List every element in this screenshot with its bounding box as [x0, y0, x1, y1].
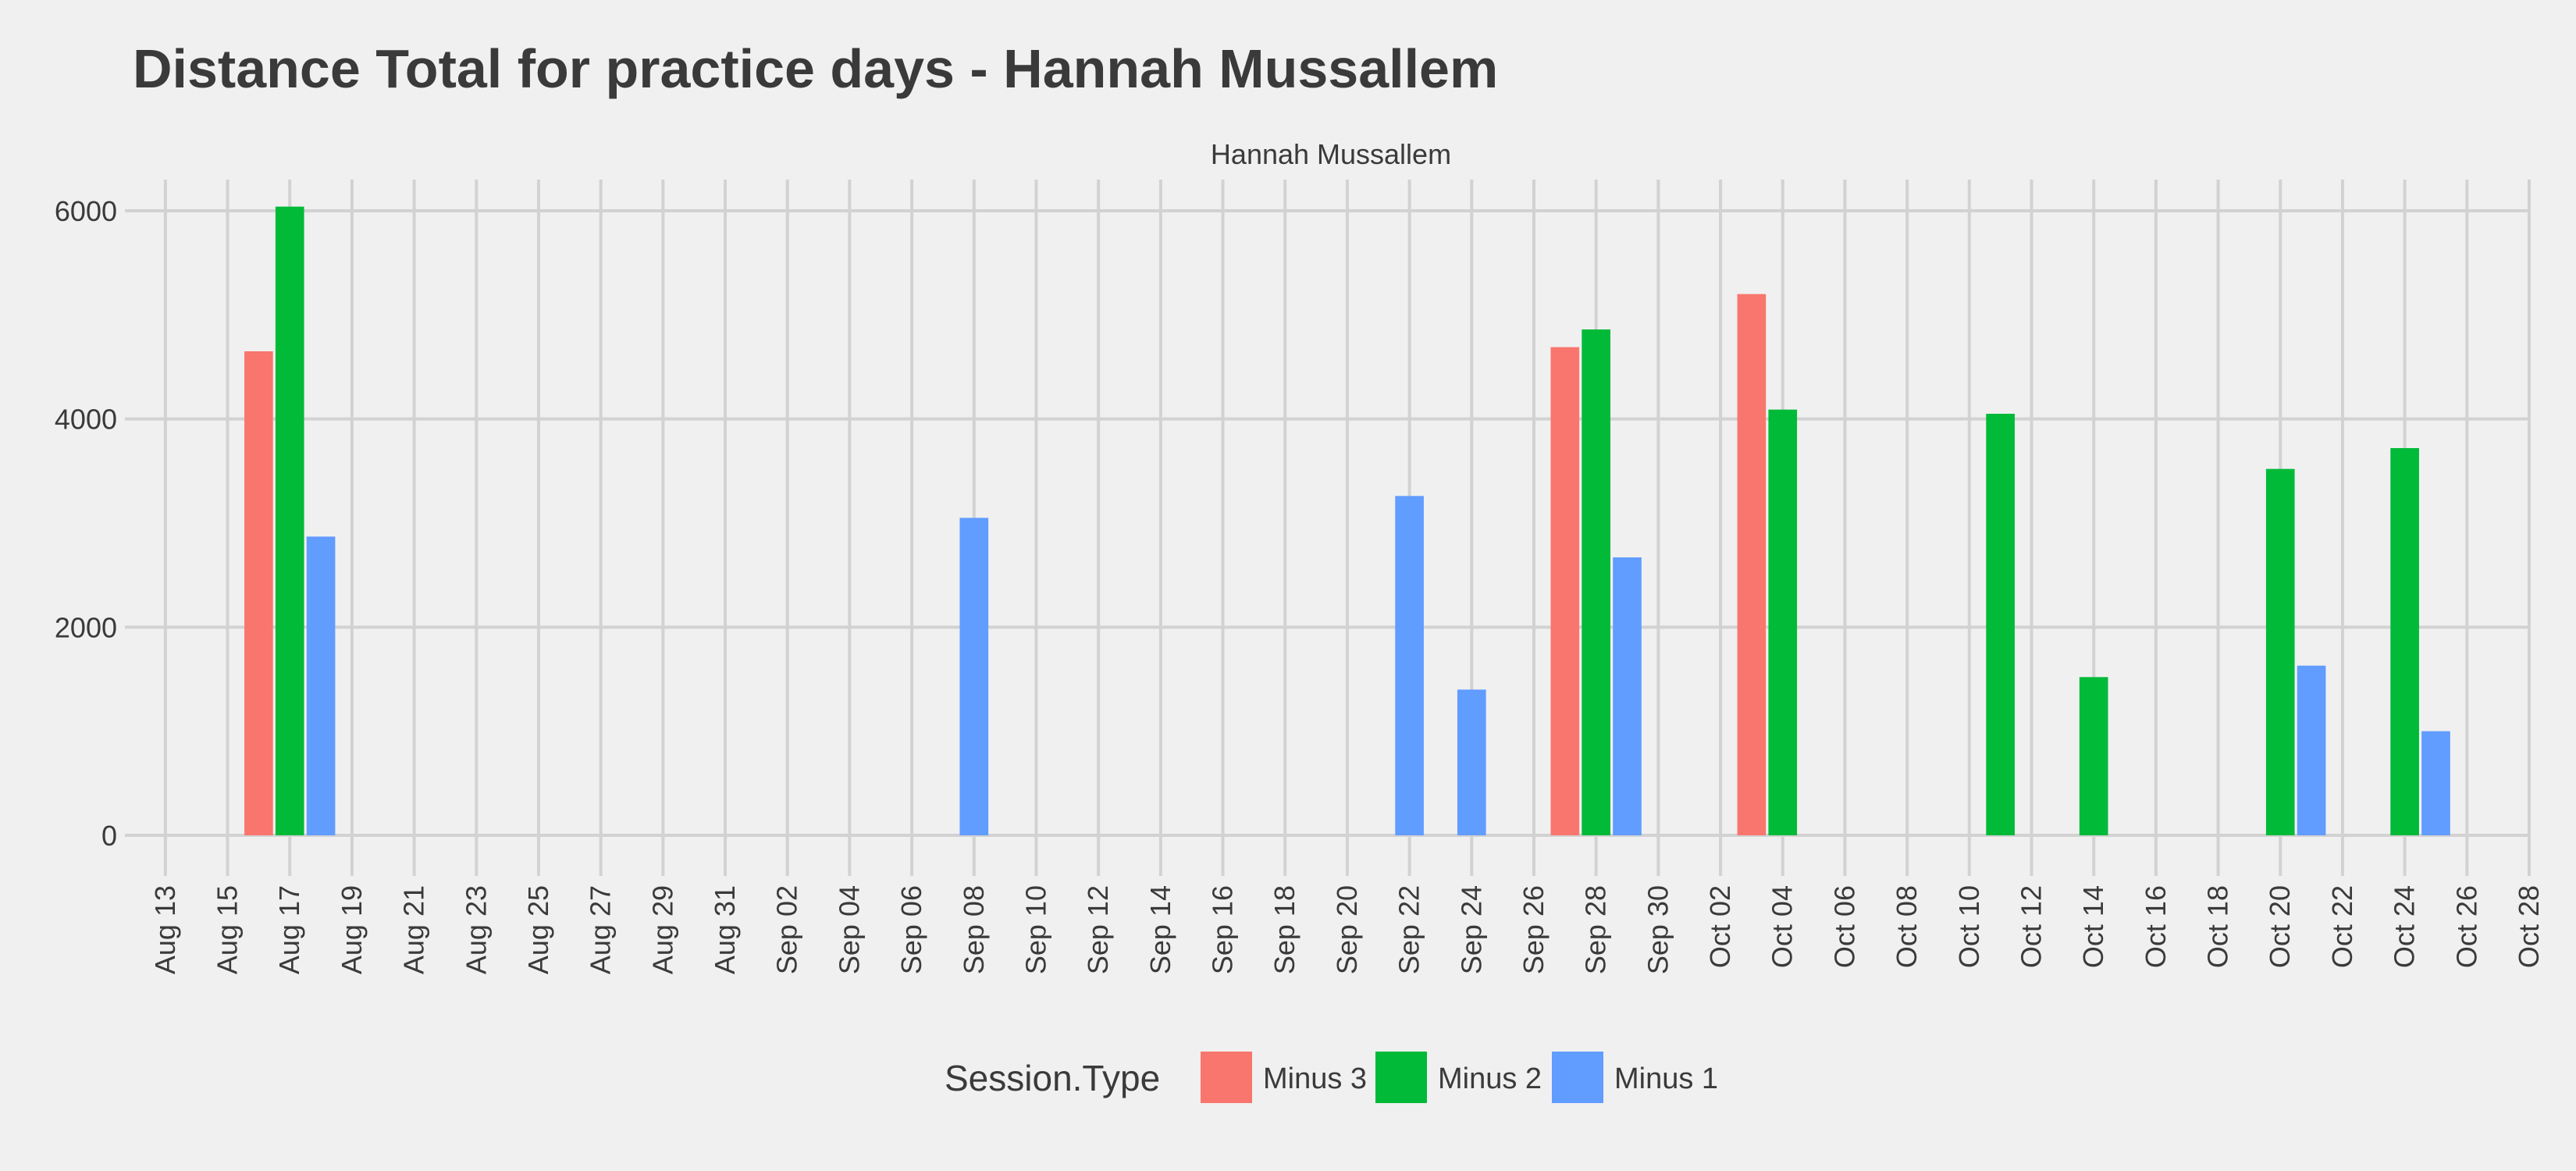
x-axis-ticks: Aug 13 Aug 15 Aug 17 Aug 19 Aug 21 Aug 23 Aug …: [149, 885, 2545, 974]
x-tick-label: Sep 24: [1455, 885, 1487, 974]
x-tick-label: Sep 06: [895, 885, 927, 974]
bars: [244, 206, 2450, 836]
x-tick-label: Oct 08: [1891, 885, 1923, 968]
x-tick-label: Oct 04: [1767, 885, 1799, 968]
bar: [1457, 689, 1486, 835]
bar: [959, 518, 989, 835]
x-tick-label: Sep 30: [1642, 885, 1674, 974]
bar: [2265, 468, 2295, 835]
x-tick-label: Oct 20: [2264, 885, 2296, 968]
x-tick-label: Oct 26: [2450, 885, 2482, 968]
y-tick-label: 2000: [55, 611, 117, 643]
x-tick-label: Sep 10: [1019, 885, 1051, 974]
x-tick-label: Sep 28: [1580, 885, 1612, 974]
bar: [1768, 409, 1798, 835]
chart-title: Distance Total for practice days - Hanna…: [133, 38, 1498, 99]
x-tick-label: Sep 20: [1331, 885, 1363, 974]
legend-title: Session.Type: [945, 1058, 1160, 1098]
x-tick-label: Sep 22: [1393, 885, 1425, 974]
legend-key: [1552, 1052, 1603, 1103]
x-tick-label: Oct 28: [2513, 885, 2545, 968]
legend: Session.Type Minus 3 Minus 2 Minus 1: [945, 1052, 1718, 1103]
bar: [2297, 665, 2326, 835]
x-tick-label: Oct 24: [2389, 885, 2421, 968]
x-tick-label: Sep 16: [1207, 885, 1239, 974]
x-tick-label: Sep 02: [771, 885, 803, 974]
x-tick-label: Sep 12: [1082, 885, 1114, 974]
y-axis-ticks: 0 2000 4000 6000: [55, 195, 117, 852]
legend-label: Minus 3: [1263, 1062, 1367, 1095]
x-tick-label: Oct 06: [1828, 885, 1860, 968]
bar: [1737, 294, 1767, 836]
bar: [2421, 731, 2450, 835]
x-tick-label: Aug 17: [273, 885, 305, 974]
y-tick-label: 4000: [55, 404, 117, 436]
bar: [1582, 329, 1611, 835]
bar: [1613, 557, 1642, 835]
x-tick-label: Oct 12: [2015, 885, 2047, 968]
bar: [275, 206, 304, 836]
bar: [2390, 448, 2419, 835]
x-tick-label: Aug 29: [646, 885, 678, 974]
x-tick-label: Oct 16: [2140, 885, 2172, 968]
x-tick-label: Aug 15: [212, 885, 244, 974]
x-tick-label: Aug 19: [336, 885, 368, 974]
y-tick-label: 6000: [55, 195, 117, 227]
x-tick-label: Sep 14: [1144, 885, 1176, 974]
x-tick-label: Sep 18: [1268, 885, 1300, 974]
x-tick-label: Sep 26: [1517, 885, 1550, 974]
y-tick-label: 0: [101, 820, 117, 852]
bar: [306, 536, 336, 835]
facet-label: Hannah Mussallem: [1211, 138, 1451, 170]
x-tick-label: Aug 27: [585, 885, 617, 974]
bar: [1986, 414, 2015, 835]
x-tick-label: Sep 04: [833, 885, 865, 974]
x-tick-label: Aug 31: [709, 885, 741, 974]
x-tick-label: Aug 21: [398, 885, 430, 974]
gridlines: [125, 180, 2531, 876]
bar: [2079, 677, 2108, 835]
x-tick-label: Oct 18: [2202, 885, 2234, 968]
x-tick-label: Aug 23: [460, 885, 492, 974]
x-tick-label: Sep 08: [958, 885, 990, 974]
x-tick-label: Oct 14: [2077, 885, 2109, 968]
x-tick-label: Oct 02: [1704, 885, 1736, 968]
x-tick-label: Aug 13: [149, 885, 181, 974]
x-tick-label: Oct 22: [2326, 885, 2358, 968]
bar: [1550, 347, 1580, 836]
x-tick-label: Oct 10: [1953, 885, 1985, 968]
bar: [1395, 496, 1424, 835]
legend-label: Minus 1: [1614, 1062, 1718, 1095]
legend-label: Minus 2: [1438, 1062, 1542, 1095]
legend-key: [1375, 1052, 1427, 1103]
x-tick-label: Aug 25: [522, 885, 554, 974]
bar: [244, 351, 273, 835]
legend-key: [1201, 1052, 1252, 1103]
